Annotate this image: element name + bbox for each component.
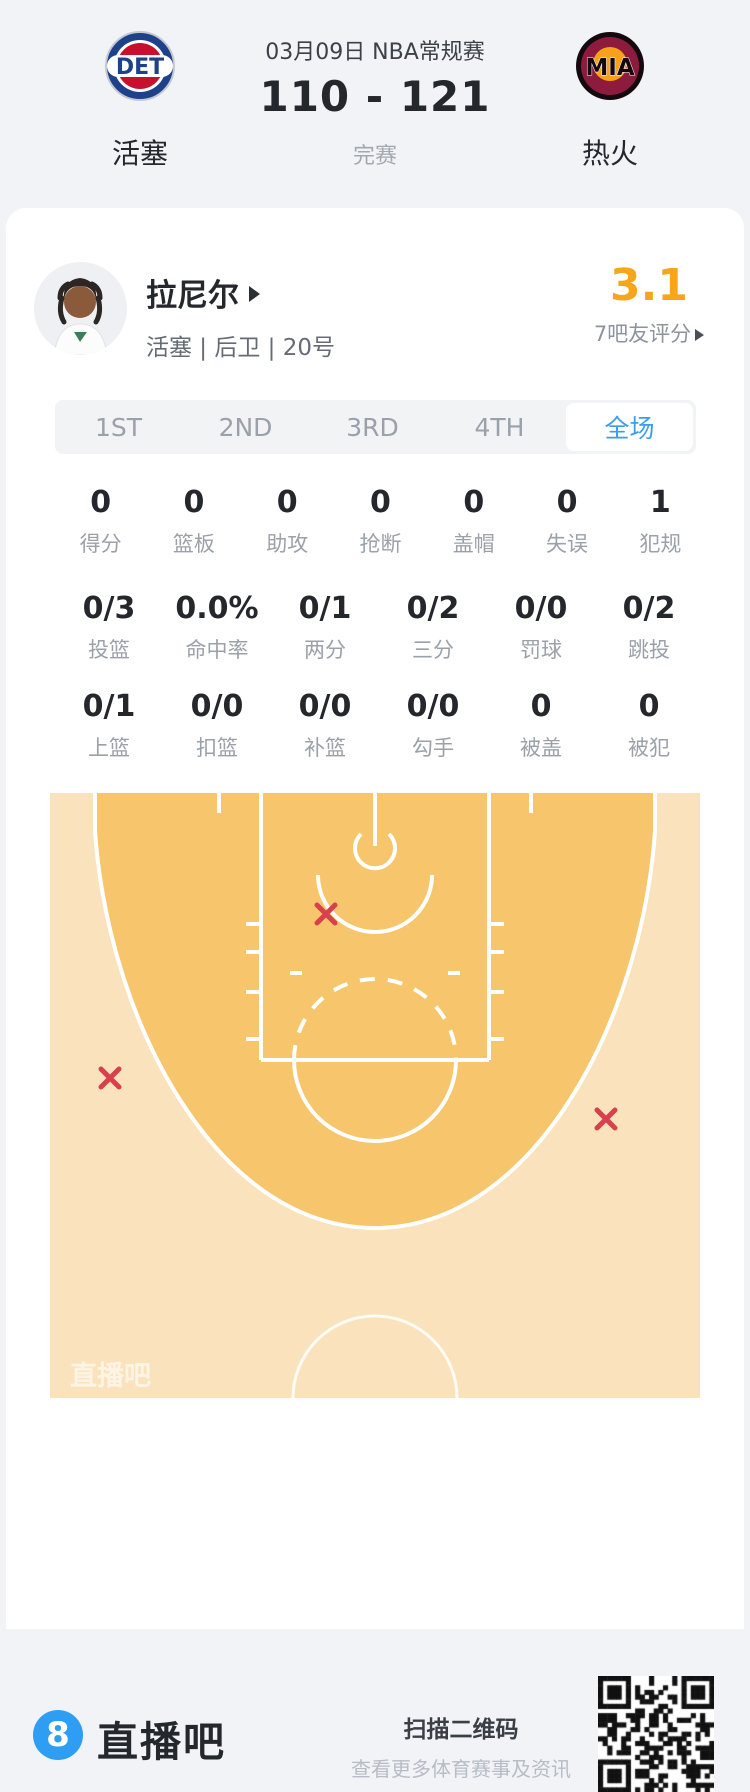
tab-4th[interactable]: 4TH [474,412,525,442]
stat-points: 0 得分 [79,485,122,557]
player-name[interactable]: 拉尼尔 [146,270,260,315]
tab-full-game[interactable]: 全场 [566,403,693,451]
player-meta: 活塞 | 后卫 | 20号 [146,335,336,361]
app-footer: 8 直播吧 扫描二维码 查看更多体育赛事及资讯 [6,1460,744,1792]
home-team-logo[interactable]: DET [105,31,175,101]
stat-layup: 0/1 上篮 [82,689,136,761]
shot-miss-markers [98,902,618,1131]
svg-text:MIA: MIA [585,55,634,81]
stat-assists: 0 助攻 [266,485,309,557]
stat-dunk: 0/0 扣篮 [190,689,244,761]
brand-name: 直播吧 [97,1718,226,1766]
stat-putback: 0/0 补篮 [298,689,352,761]
player-photo [34,262,126,355]
court-watermark: 直播吧 [70,1361,151,1392]
tab-3rd[interactable]: 3RD [346,412,399,442]
player-rating-box[interactable]: 3.1 7吧友评分 [569,262,729,348]
stat-fg-pct: 0.0% 命中率 [175,591,259,663]
match-header: 03月09日 NBA常规赛 110 - 121 完赛 DET MIA 活塞 热火 [0,0,750,208]
stat-ft: 0/0 罚球 [514,591,568,663]
stat-row-shooting: 0/3 投篮 0.0% 命中率 0/1 两分 0/2 三分 0/0 罚球 0/2 跳投 [55,592,703,664]
player-stats-card: 拉尼尔 活塞 | 后卫 | 20号 3.1 7吧友评分 1ST 2ND 3RD … [6,208,744,1792]
match-score: 110 - 121 [259,72,491,121]
tab-2nd[interactable]: 2ND [218,412,273,442]
match-status: 完赛 [352,144,397,169]
stat-turnovers: 0 失误 [546,485,589,557]
match-date-title: 03月09日 NBA常规赛 [265,40,485,65]
court-lines [217,793,533,1398]
svg-text:DET: DET [116,55,164,80]
stat-row-basic: 0 得分 0 篮板 0 助攻 0 抢断 0 盖帽 0 失误 1 犯规 [54,486,707,558]
qr-code [598,1676,714,1792]
stat-fouls: 1 犯规 [639,485,682,557]
stat-row-shot-types: 0/1 上篮 0/0 扣篮 0/0 补篮 0/0 勾手 0 被盖 0 被犯 [55,690,703,762]
away-team-name[interactable]: 热火 [581,137,638,170]
stat-fg: 0/3 投篮 [82,591,136,663]
qr-subtitle: 查看更多体育赛事及资讯 [351,1757,571,1781]
player-avatar[interactable] [34,262,127,355]
shot-chart-court: 直播吧 [50,793,700,1398]
stat-fouled: 0 被犯 [628,689,670,761]
stat-2pt: 0/1 两分 [298,591,352,663]
zhibo8-logo-icon: 8 [33,1710,83,1760]
rating-label: 7吧友评分 [569,318,729,348]
stat-blocks: 0 盖帽 [452,485,495,557]
away-team-logo[interactable]: MIA [575,31,645,101]
stat-rebounds: 0 篮板 [172,485,215,557]
home-team-name[interactable]: 活塞 [111,137,168,170]
quarter-tabbar: 1ST 2ND 3RD 4TH 全场 [55,400,696,454]
player-detail-caret-icon [249,286,260,302]
qr-title: 扫描二维码 [403,1717,519,1743]
stat-jumpshot: 0/2 跳投 [622,591,676,663]
rating-value: 3.1 [610,260,688,311]
stat-hook: 0/0 勾手 [406,689,460,761]
tab-1st[interactable]: 1ST [94,412,143,442]
stat-steals: 0 抢断 [359,485,402,557]
qr-caption: 扫描二维码 查看更多体育赛事及资讯 [336,1710,586,1782]
stat-3pt: 0/2 三分 [406,591,460,663]
rating-caret-icon [695,329,705,341]
stat-got-blocked: 0 被盖 [520,689,562,761]
pistons-logo-icon: DET [105,31,175,101]
heat-logo-icon: MIA [576,32,644,100]
